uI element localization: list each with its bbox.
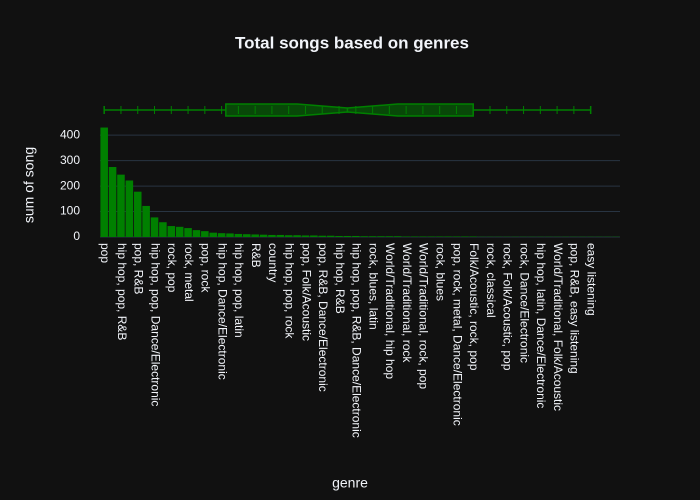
bar: [108, 167, 117, 237]
x-tick-label: country: [266, 243, 280, 282]
y-tick-label: 100: [60, 204, 80, 218]
x-tick-label: hip hop, pop, R&B, Dance/Electronic: [350, 243, 364, 438]
bar: [402, 236, 410, 237]
bar: [419, 236, 427, 237]
x-tick-label: pop, R&B: [132, 243, 146, 294]
y-tick-label: 300: [60, 153, 80, 167]
bar: [192, 230, 201, 237]
y-tick-label: 400: [60, 127, 80, 141]
bar: [100, 127, 108, 237]
box: [225, 103, 474, 117]
bar: [159, 222, 167, 237]
bar: [243, 234, 251, 237]
x-tick-label: pop, rock, metal, Dance/Electronic: [450, 243, 464, 426]
bar: [284, 235, 293, 237]
bar: [226, 233, 234, 237]
x-axis-title: genre: [332, 475, 368, 491]
x-tick-label: hip hop, pop, R&B: [115, 243, 129, 340]
x-tick-label: World/Traditional, hip hop: [383, 243, 397, 379]
x-tick-label: rock, metal: [182, 243, 196, 302]
bar: [368, 236, 377, 237]
bar: [326, 235, 335, 237]
x-tick-label: hip hop, pop, latin: [232, 243, 246, 338]
bar: [310, 235, 318, 237]
x-tick-label: rock, Folk/Acoustic, pop: [501, 243, 515, 371]
x-tick-label: rock, blues, latin: [366, 243, 380, 330]
x-tick-label: pop, R&B, easy listening: [568, 243, 582, 374]
bar: [444, 236, 452, 237]
bar: [133, 191, 142, 237]
x-tick-label: pop, R&B, Dance/Electronic: [316, 243, 330, 392]
bar: [167, 226, 176, 237]
y-axis-title: sum of song: [21, 147, 37, 223]
bar: [251, 234, 259, 237]
bar: [234, 233, 243, 237]
bar: [393, 236, 402, 237]
bar: [469, 236, 477, 237]
bar: [410, 236, 419, 237]
x-tick-label: World/Traditional, rock, pop: [417, 243, 431, 389]
bar: [427, 236, 436, 237]
bar: [125, 180, 134, 237]
bar: [301, 235, 310, 237]
x-tick-label: hip hop, latin, Dance/Electronic: [534, 243, 548, 408]
chart-title: Total songs based on genres: [235, 33, 469, 52]
bar: [150, 217, 159, 237]
x-tick-label: Folk/Acoustic, rock, pop: [467, 243, 481, 371]
bar: [268, 234, 276, 237]
x-tick-label: rock, pop: [165, 243, 179, 293]
bar: [352, 235, 360, 237]
bar: [360, 236, 368, 237]
y-tick-label: 0: [73, 229, 80, 243]
bar: [276, 234, 285, 237]
x-tick-label: hip hop, Dance/Electronic: [215, 243, 229, 380]
bar: [293, 235, 301, 237]
bar: [377, 236, 385, 237]
x-tick-label: R&B: [249, 243, 263, 268]
bar: [461, 236, 469, 237]
x-tick-label: hip hop, R&B: [333, 243, 347, 314]
x-tick-label: rock, blues: [434, 243, 448, 301]
x-tick-label: pop: [98, 243, 112, 263]
bar: [385, 236, 394, 237]
x-tick-label: hip hop, pop, rock: [283, 243, 297, 339]
x-tick-label: pop, Folk/Acoustic: [299, 243, 313, 341]
x-tick-label: World/Traditional, rock: [400, 243, 414, 363]
bar: [435, 236, 444, 237]
bar: [142, 205, 150, 237]
bar: [343, 235, 352, 237]
bar: [259, 234, 268, 237]
bar: [318, 235, 327, 237]
bar: [201, 231, 209, 237]
x-tick-label: easy listening: [584, 243, 598, 316]
bar: [217, 233, 226, 237]
bar: [452, 236, 461, 237]
x-tick-label: rock, Dance/Electronic: [517, 243, 531, 363]
x-tick-label: rock, classical: [484, 243, 498, 318]
bar: [209, 232, 217, 237]
bar: [117, 174, 125, 237]
x-tick-label: World/Traditional, Folk/Acoustic: [551, 243, 565, 411]
bar: [175, 226, 184, 237]
x-tick-label: hip hop, pop, Dance/Electronic: [148, 243, 162, 406]
x-tick-label: pop, rock: [199, 243, 213, 293]
y-tick-label: 200: [60, 178, 80, 192]
bar: [335, 235, 343, 237]
bar: [184, 228, 192, 237]
